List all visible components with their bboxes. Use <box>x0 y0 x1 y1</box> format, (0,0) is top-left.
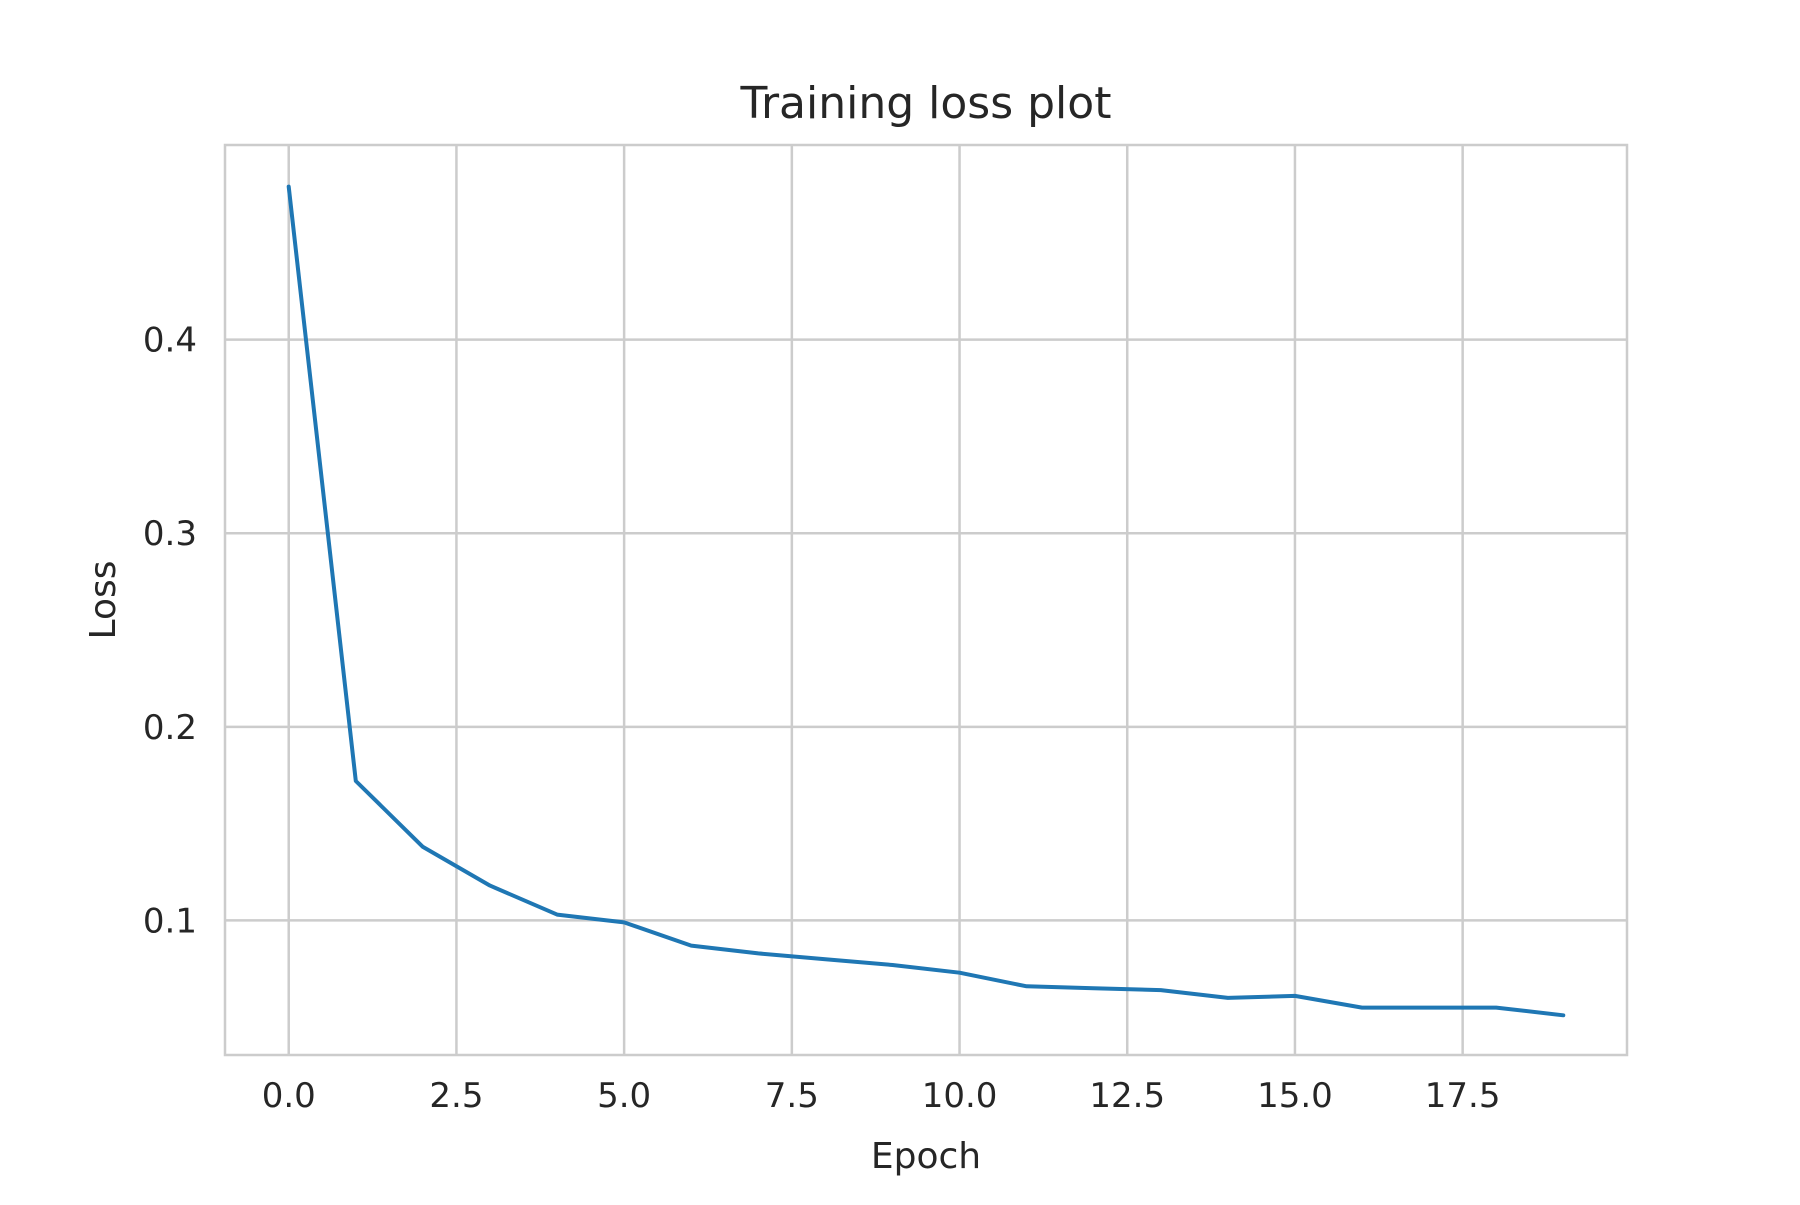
y-tick-label: 0.4 <box>143 321 197 361</box>
x-tick-label: 5.0 <box>597 1076 651 1116</box>
x-axis-title: Epoch <box>871 1136 981 1177</box>
x-tick-label: 7.5 <box>765 1076 819 1116</box>
loss-series-line <box>286 184 1566 1018</box>
grid <box>225 145 1627 1055</box>
x-tick-label: 0.0 <box>262 1076 316 1116</box>
y-tick-label: 0.1 <box>143 901 197 941</box>
series-layer <box>286 184 1566 1018</box>
x-tick-label: 2.5 <box>429 1076 483 1116</box>
y-tick-label: 0.2 <box>143 708 197 748</box>
x-tick-label: 12.5 <box>1089 1076 1165 1116</box>
x-tick-label: 10.0 <box>922 1076 998 1116</box>
tick-labels: 0.0 2.5 5.0 7.5 10.0 12.5 15.0 17.5 0.1 0.2 0.3 0.4 <box>143 321 1501 1116</box>
x-tick-label: 17.5 <box>1425 1076 1501 1116</box>
chart-title: Training loss plot <box>740 78 1112 129</box>
y-tick-label: 0.3 <box>143 514 197 554</box>
y-axis-title: Loss <box>83 561 124 640</box>
x-tick-label: 15.0 <box>1257 1076 1333 1116</box>
plot-frame <box>223 143 1629 1057</box>
